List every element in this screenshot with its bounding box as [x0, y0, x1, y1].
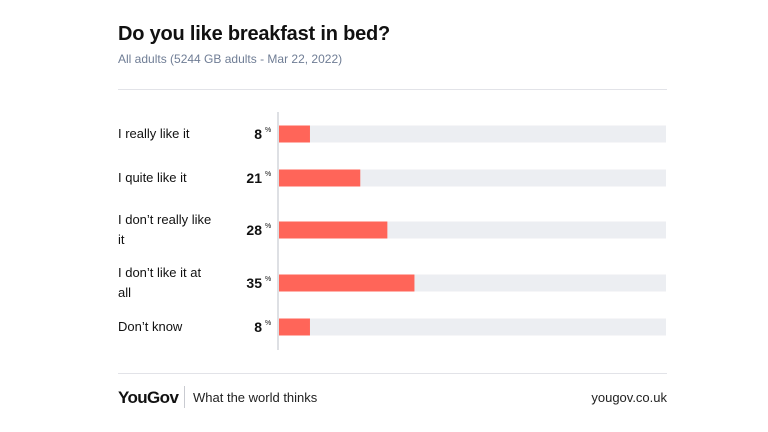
bar — [279, 125, 310, 143]
header-divider — [118, 89, 667, 90]
value-label: 28 — [246, 222, 262, 238]
category-label: I don’t really like it — [118, 212, 211, 247]
chart-title: Do you like breakfast in bed? — [118, 23, 391, 45]
bar — [279, 221, 388, 239]
value-unit: % — [265, 320, 271, 327]
value-unit: % — [265, 276, 271, 283]
bar — [279, 318, 310, 336]
bar — [279, 274, 415, 292]
footer-url[interactable]: yougov.co.uk — [591, 390, 667, 405]
category-label: I quite like it — [118, 170, 187, 185]
yougov-logo: YouGov — [118, 388, 179, 407]
category-label: I don’t like it at all — [118, 265, 201, 300]
value-label: 35 — [246, 275, 262, 291]
value-label: 8 — [254, 319, 262, 335]
footer-separator — [184, 386, 185, 408]
bar — [279, 169, 361, 187]
bar-track — [279, 318, 666, 336]
chart-subtitle: All adults (5244 GB adults - Mar 22, 202… — [118, 52, 343, 66]
value-label: 8 — [254, 126, 262, 142]
footer-tagline: What the world thinks — [193, 390, 318, 405]
footer-divider — [118, 373, 667, 374]
bar-track — [279, 169, 666, 187]
bar-track — [279, 125, 666, 143]
value-label: 21 — [246, 170, 262, 186]
value-unit: % — [265, 223, 271, 230]
category-label: Don’t know — [118, 319, 183, 334]
value-unit: % — [265, 127, 271, 134]
category-label: I really like it — [118, 126, 190, 141]
value-unit: % — [265, 171, 271, 178]
